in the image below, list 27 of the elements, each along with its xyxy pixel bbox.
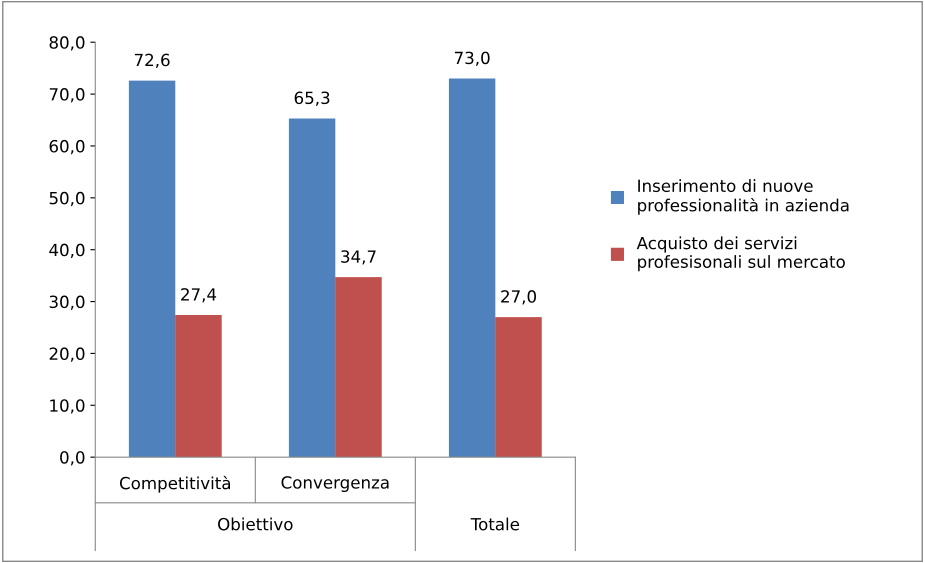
text: 27,0 bbox=[501, 290, 536, 304]
bar bbox=[128, 80, 176, 458]
x-tick-label: Competitività bbox=[120, 476, 230, 493]
text: 73,0 bbox=[454, 52, 490, 66]
text: Totale bbox=[470, 518, 520, 530]
y-tick-label: 50,0 bbox=[50, 192, 84, 206]
y-tick-label: 0,0 bbox=[60, 451, 84, 466]
y-tick-label: 10,0 bbox=[50, 399, 84, 414]
text: 72,6 bbox=[134, 54, 170, 68]
bar bbox=[335, 277, 382, 458]
y-tick-label: 60,0 bbox=[50, 140, 84, 154]
y-tick-label: 40,0 bbox=[49, 244, 84, 258]
bar bbox=[288, 118, 336, 458]
text: 65,3 bbox=[294, 92, 330, 106]
x-tick-label: Convergenza bbox=[282, 476, 389, 492]
text: Obiettivo bbox=[218, 518, 293, 530]
y-tick-label: 20,0 bbox=[50, 347, 84, 362]
legend-label: Inserimento di nuove professionalità in azienda bbox=[638, 179, 848, 215]
bar bbox=[175, 315, 222, 458]
bar bbox=[448, 78, 496, 458]
text: 27,4 bbox=[181, 288, 216, 302]
bar bbox=[495, 317, 542, 458]
y-tick-label: 70,0 bbox=[50, 88, 84, 102]
y-tick-label: 80,0 bbox=[50, 36, 84, 50]
legend-label: Acquisto dei servizi profesisonali sul mercato bbox=[636, 236, 845, 272]
text: 34,7 bbox=[341, 250, 376, 265]
y-tick-label: 30,0 bbox=[50, 296, 84, 310]
